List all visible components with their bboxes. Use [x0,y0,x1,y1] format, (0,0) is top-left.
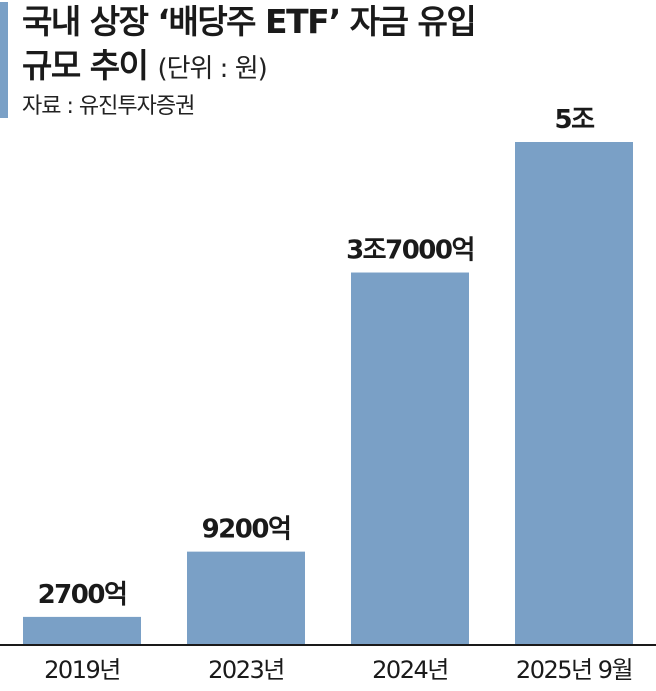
source-label: 자료 : 유진투자증권 [22,94,195,119]
unit-label: (단위 : 원) [157,54,267,84]
value-labels-group: 2700억 9200억 3조7000억 5조 [38,105,597,610]
bar-3 [515,142,633,644]
chart-title-line2: 규모 추이 (단위 : 원) [22,44,642,91]
category-label-0: 2019년 [44,656,120,684]
value-label-3: 5조 [554,105,595,135]
bars-group [23,142,633,644]
value-label-1: 9200억 [202,515,291,545]
category-label-1: 2023년 [208,656,284,684]
chart-title-text: 규모 추이 [22,46,149,85]
bar-2 [351,272,469,644]
title-block: 국내 상장 ‘배당주 ETF’ 자금 유입 규모 추이 (단위 : 원) 자료 … [22,0,642,123]
bar-0 [23,616,141,644]
bar-1 [187,551,305,644]
title-accent-bar [0,2,8,118]
category-labels-group: 2019년 2023년 2024년 2025년 9월 [44,656,633,684]
category-label-2: 2024년 [372,656,448,684]
chart-title-line1: 국내 상장 ‘배당주 ETF’ 자금 유입 [22,2,477,41]
value-label-2: 3조7000억 [346,236,474,266]
value-label-0: 2700억 [38,580,127,610]
category-label-3: 2025년 9월 [516,656,632,684]
